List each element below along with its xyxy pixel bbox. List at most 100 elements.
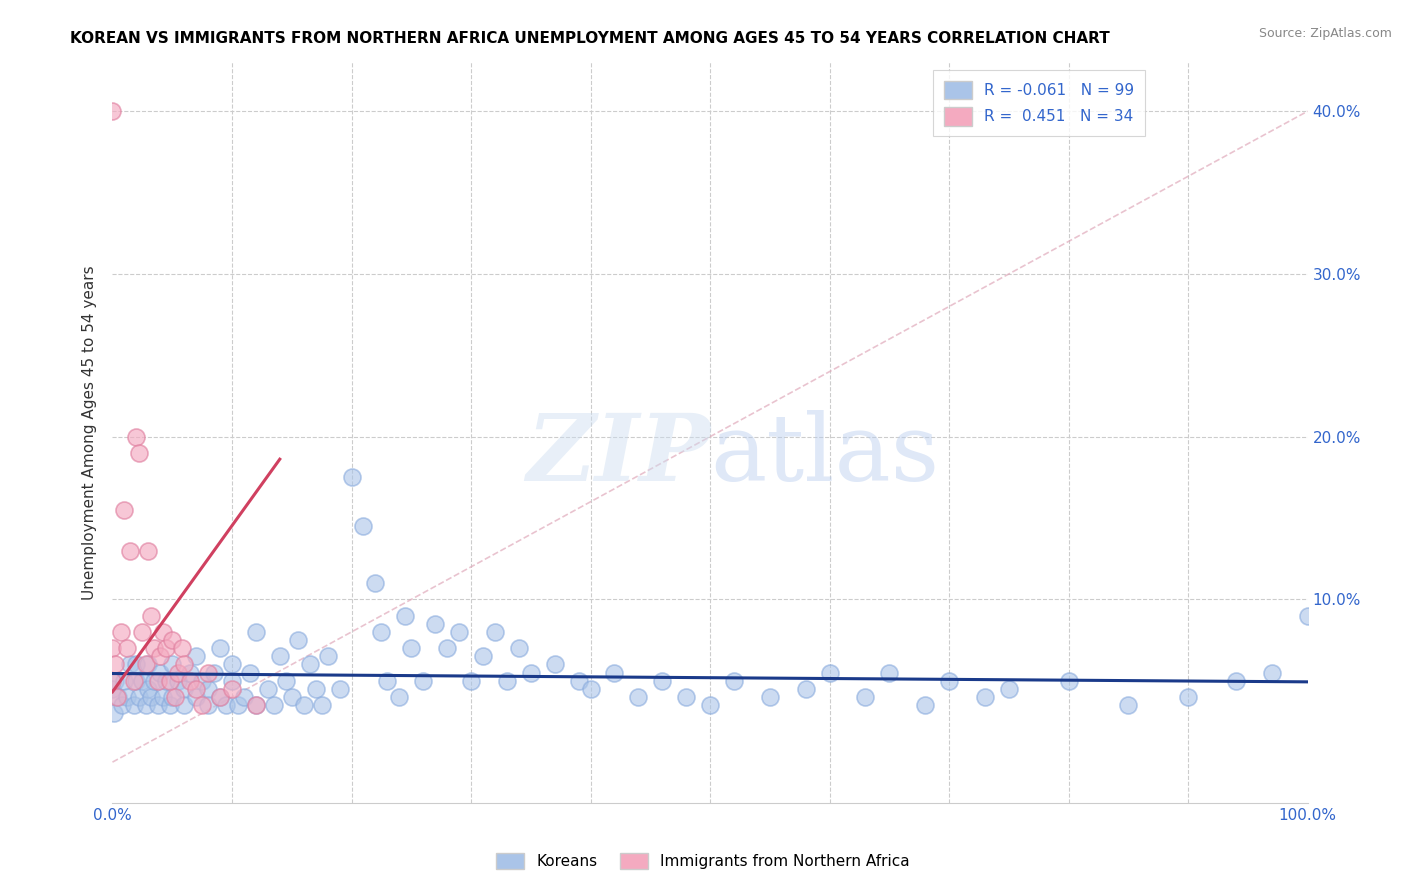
Point [135, 657, 157, 672]
Point [186, 690, 208, 704]
Point [179, 673, 201, 688]
Point [292, 698, 315, 713]
Point [186, 681, 208, 696]
Point [245, 698, 267, 713]
Point [394, 608, 416, 623]
Point [103, 706, 125, 721]
Point [226, 698, 249, 713]
Point [173, 698, 195, 713]
Point [1177, 690, 1199, 704]
Point [257, 681, 280, 696]
Point [101, 641, 124, 656]
Point [139, 690, 162, 704]
Point [131, 624, 153, 639]
Point [245, 698, 267, 713]
Point [162, 657, 183, 672]
Point [221, 673, 243, 688]
Point [114, 503, 135, 517]
Point [287, 633, 309, 648]
Point [239, 665, 262, 680]
Text: KOREAN VS IMMIGRANTS FROM NORTHERN AFRICA UNEMPLOYMENT AMONG AGES 45 TO 54 YEARS: KOREAN VS IMMIGRANTS FROM NORTHERN AFRIC… [70, 31, 1111, 46]
Point [998, 681, 1021, 696]
Point [179, 665, 201, 680]
Point [125, 430, 148, 444]
Point [209, 641, 232, 656]
Point [914, 698, 936, 713]
Point [122, 698, 145, 713]
Point [167, 665, 190, 680]
Point [568, 673, 591, 688]
Point [104, 657, 127, 672]
Point [149, 649, 172, 664]
Point [233, 690, 256, 704]
Point [146, 698, 169, 713]
Point [159, 698, 181, 713]
Point [401, 641, 423, 656]
Point [149, 665, 172, 680]
Point [603, 665, 626, 680]
Point [269, 649, 291, 664]
Point [855, 690, 877, 704]
Point [938, 673, 960, 688]
Point [579, 681, 602, 696]
Point [138, 681, 160, 696]
Point [879, 665, 901, 680]
Point [162, 633, 183, 648]
Point [152, 624, 174, 639]
Point [152, 690, 174, 704]
Point [221, 681, 243, 696]
Point [215, 698, 238, 713]
Point [131, 673, 153, 688]
Point [209, 690, 232, 704]
Point [110, 624, 132, 639]
Point [125, 657, 148, 672]
Point [197, 665, 219, 680]
Point [143, 673, 166, 688]
Point [159, 673, 181, 688]
Point [209, 690, 232, 704]
Point [352, 519, 374, 533]
Point [173, 657, 195, 672]
Point [1118, 698, 1140, 713]
Point [1261, 665, 1284, 680]
Point [723, 673, 745, 688]
Text: atlas: atlas [710, 409, 939, 500]
Point [191, 698, 214, 713]
Point [1296, 608, 1319, 623]
Point [101, 673, 124, 688]
Point [128, 690, 150, 704]
Point [436, 641, 458, 656]
Legend: Koreans, Immigrants from Northern Africa: Koreans, Immigrants from Northern Africa [491, 847, 915, 875]
Point [202, 665, 225, 680]
Point [508, 641, 530, 656]
Point [472, 649, 495, 664]
Point [298, 657, 321, 672]
Point [305, 681, 328, 696]
Point [138, 543, 160, 558]
Point [139, 608, 162, 623]
Point [329, 681, 352, 696]
Point [163, 690, 186, 704]
Point [245, 624, 267, 639]
Text: Source: ZipAtlas.com: Source: ZipAtlas.com [1258, 27, 1392, 40]
Point [484, 624, 506, 639]
Point [197, 681, 219, 696]
Point [114, 673, 135, 688]
Y-axis label: Unemployment Among Ages 45 to 54 years: Unemployment Among Ages 45 to 54 years [82, 265, 97, 600]
Point [1057, 673, 1080, 688]
Point [122, 673, 145, 688]
Point [146, 673, 169, 688]
Point [425, 616, 447, 631]
Point [460, 673, 482, 688]
Point [104, 673, 127, 688]
Point [186, 649, 208, 664]
Point [115, 690, 138, 704]
Point [412, 673, 434, 688]
Point [818, 665, 841, 680]
Point [651, 673, 673, 688]
Point [197, 698, 219, 713]
Point [120, 657, 142, 672]
Point [316, 649, 339, 664]
Point [263, 698, 285, 713]
Point [759, 690, 782, 704]
